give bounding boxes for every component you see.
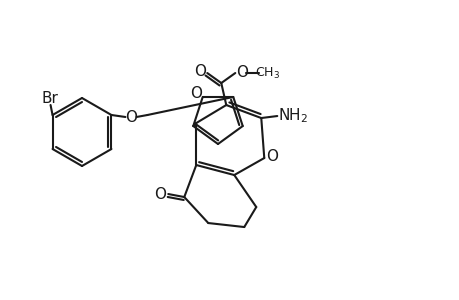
- Text: O: O: [125, 110, 137, 124]
- Text: O: O: [236, 64, 248, 80]
- Text: Br: Br: [41, 91, 58, 106]
- Text: O: O: [194, 64, 206, 79]
- Text: O: O: [189, 86, 202, 101]
- Text: O: O: [154, 187, 166, 202]
- Text: CH$_3$: CH$_3$: [254, 65, 279, 81]
- Text: O: O: [266, 148, 278, 164]
- Text: NH$_2$: NH$_2$: [278, 107, 308, 125]
